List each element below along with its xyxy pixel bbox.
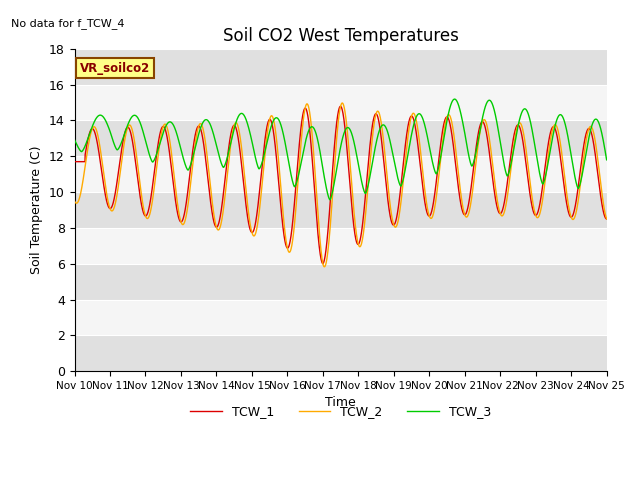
Bar [74, 264, 607, 300]
TCW_1 [163, 132, 171, 138]
TCW_2 [275, 157, 282, 163]
TCW_3 [131, 112, 139, 118]
Bar [74, 192, 607, 228]
TCW_1 [536, 204, 543, 210]
TCW_3 [70, 137, 78, 143]
Line: TCW_1: TCW_1 [74, 106, 607, 264]
TCW_2 [536, 213, 543, 218]
TCW_3 [298, 157, 305, 163]
TCW_3 [603, 157, 611, 163]
Bar [74, 336, 607, 371]
Bar [74, 49, 607, 84]
TCW_3 [275, 117, 282, 122]
TCW_1 [275, 178, 282, 184]
Line: TCW_2: TCW_2 [74, 103, 607, 267]
TCW_2 [131, 143, 139, 149]
TCW_1 [70, 159, 78, 165]
TCW_2 [321, 264, 328, 270]
TCW_3 [536, 168, 543, 174]
TCW_2 [70, 198, 78, 204]
TCW_2 [593, 147, 600, 153]
TCW_1 [603, 216, 611, 222]
Legend: TCW_1, TCW_2, TCW_3: TCW_1, TCW_2, TCW_3 [186, 400, 496, 423]
TCW_1 [131, 157, 139, 163]
Bar [74, 120, 607, 156]
Title: Soil CO2 West Temperatures: Soil CO2 West Temperatures [223, 26, 458, 45]
TCW_1 [337, 103, 344, 109]
Line: TCW_3: TCW_3 [74, 99, 607, 200]
Y-axis label: Soil Temperature (C): Soil Temperature (C) [30, 146, 44, 274]
TCW_1 [593, 161, 600, 167]
TCW_2 [603, 216, 611, 222]
Text: No data for f_TCW_4: No data for f_TCW_4 [11, 18, 124, 29]
TCW_3 [326, 197, 333, 203]
TCW_3 [163, 121, 171, 127]
TCW_2 [163, 124, 171, 130]
TCW_3 [451, 96, 458, 102]
TCW_3 [593, 117, 600, 122]
TCW_2 [339, 100, 346, 106]
X-axis label: Time: Time [325, 396, 356, 409]
TCW_2 [298, 133, 305, 139]
TCW_1 [319, 261, 326, 266]
TCW_1 [298, 120, 305, 125]
Text: VR_soilco2: VR_soilco2 [80, 62, 150, 75]
